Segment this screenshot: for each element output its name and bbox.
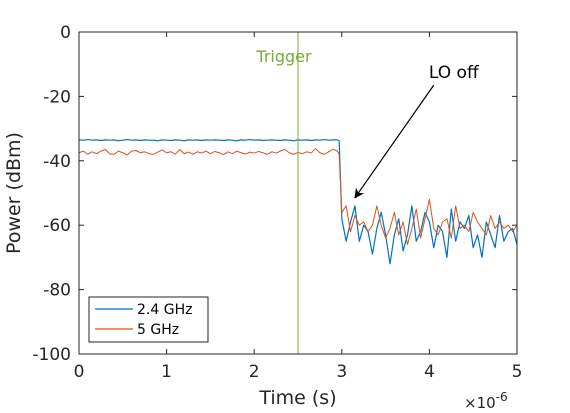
annotation-layer: LO off: [354, 63, 480, 199]
plot-frame: [78, 31, 518, 355]
series-line-2-4-ghz: [78, 138, 518, 265]
svg-text:×10-6: ×10-6: [464, 390, 508, 412]
legend-label-5ghz: 5 GHz: [137, 322, 179, 338]
x-multiplier: ×10-6: [464, 390, 508, 412]
y-axis-label: Power (dBm): [3, 132, 25, 254]
legend-box: [88, 296, 209, 343]
x-tick-label: 1: [161, 362, 172, 382]
x-tick-label: 2: [249, 362, 260, 382]
y-tick-label: -40: [43, 152, 71, 172]
y-tick-label: -100: [32, 345, 71, 365]
x-tick-label: 0: [74, 362, 85, 382]
x-ticks: 0 1 2 3 4 5: [74, 32, 523, 382]
y-ticks: 0 -20 -40 -60 -80 -100: [32, 23, 517, 365]
y-tick-label: -20: [43, 87, 71, 107]
x-multiplier-exp: -6: [496, 390, 508, 404]
legend-label-2-4ghz: 2.4 GHz: [137, 302, 192, 318]
legend: 2.4 GHz 5 GHz: [88, 296, 209, 343]
series-layer: [78, 138, 518, 265]
y-tick-label: 0: [60, 23, 71, 43]
lo-off-annotation: LO off: [429, 63, 480, 83]
series-line-5-ghz: [78, 148, 518, 246]
y-tick-label: -80: [43, 281, 71, 301]
trigger-label: Trigger: [255, 47, 312, 66]
x-multiplier-base: ×10: [464, 394, 496, 412]
lo-off-arrow: [354, 84, 435, 199]
x-tick-label: 3: [336, 362, 347, 382]
x-tick-label: 4: [424, 362, 435, 382]
x-tick-label: 5: [512, 362, 523, 382]
x-axis-label: Time (s): [258, 387, 336, 409]
y-tick-label: -60: [43, 216, 71, 236]
